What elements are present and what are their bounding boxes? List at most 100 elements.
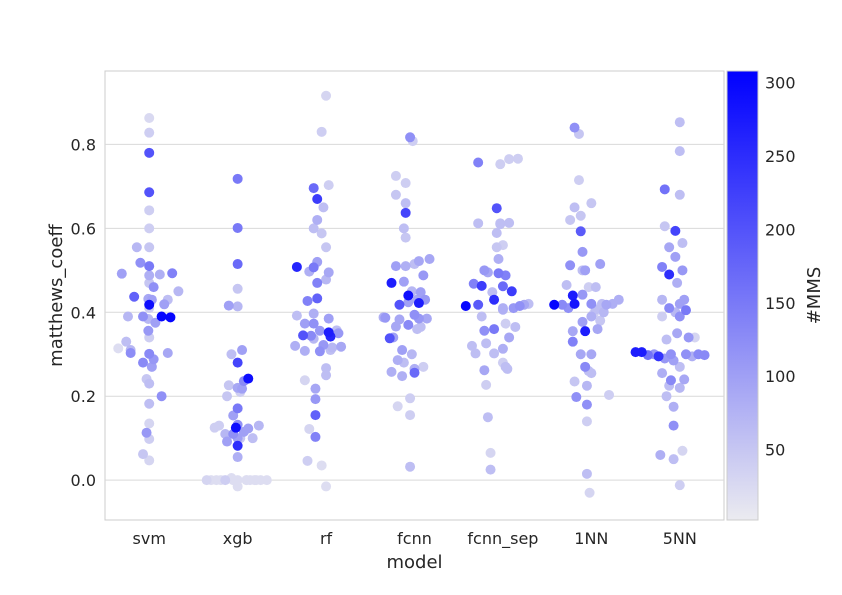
data-point bbox=[150, 317, 161, 328]
data-point bbox=[323, 267, 334, 278]
data-point bbox=[664, 303, 675, 314]
data-point bbox=[226, 349, 237, 360]
data-point bbox=[598, 307, 609, 318]
data-point bbox=[223, 300, 234, 311]
data-point bbox=[565, 260, 576, 271]
data-point bbox=[165, 312, 176, 323]
data-point bbox=[304, 423, 315, 434]
data-point bbox=[512, 153, 523, 164]
data-point bbox=[261, 475, 272, 486]
data-point bbox=[251, 475, 262, 486]
colorbar-tick-label: 100 bbox=[765, 367, 796, 386]
data-point bbox=[668, 420, 679, 431]
data-point bbox=[418, 361, 429, 372]
data-points bbox=[113, 90, 710, 498]
data-point bbox=[144, 127, 155, 138]
data-point bbox=[489, 324, 500, 335]
data-point bbox=[479, 365, 490, 376]
data-point bbox=[232, 173, 243, 184]
data-point bbox=[138, 357, 149, 368]
y-tick-label: 0.2 bbox=[71, 387, 96, 406]
x-axis-label: model bbox=[386, 552, 442, 573]
data-point bbox=[228, 475, 239, 486]
data-point bbox=[473, 218, 484, 229]
data-point bbox=[577, 289, 588, 300]
data-point bbox=[232, 283, 243, 294]
data-point bbox=[144, 348, 155, 359]
data-point bbox=[390, 170, 401, 181]
data-point bbox=[316, 460, 327, 471]
data-point bbox=[144, 398, 155, 409]
data-point bbox=[405, 410, 416, 421]
data-point bbox=[405, 461, 416, 472]
x-tick-label: xgb bbox=[223, 529, 253, 548]
data-point bbox=[403, 319, 414, 330]
data-point bbox=[583, 282, 594, 293]
data-point bbox=[397, 371, 408, 382]
data-point bbox=[247, 433, 258, 444]
data-point bbox=[577, 316, 588, 327]
y-axis-label: matthews_coeff bbox=[46, 224, 67, 367]
data-point bbox=[586, 349, 597, 360]
x-tick-label: 5NN bbox=[663, 529, 697, 548]
data-point bbox=[657, 294, 668, 305]
data-point bbox=[222, 391, 233, 402]
data-point bbox=[672, 328, 683, 339]
data-point bbox=[412, 324, 423, 335]
data-point bbox=[125, 347, 136, 358]
data-point bbox=[144, 378, 155, 389]
data-point bbox=[144, 261, 155, 272]
data-point bbox=[144, 455, 155, 466]
data-point bbox=[604, 389, 615, 400]
data-point bbox=[116, 268, 127, 279]
data-point bbox=[665, 375, 676, 386]
data-point bbox=[613, 294, 624, 305]
data-point bbox=[581, 468, 592, 479]
data-point bbox=[506, 286, 517, 297]
data-point bbox=[403, 290, 414, 301]
data-point bbox=[400, 207, 411, 218]
data-point bbox=[668, 401, 679, 412]
x-tick-labels: svm xgb rf fcnn fcnn_sep 1NN 5NN bbox=[133, 529, 697, 549]
data-point bbox=[156, 311, 167, 322]
data-point bbox=[400, 232, 411, 243]
data-point bbox=[223, 380, 234, 391]
data-point bbox=[569, 122, 580, 133]
data-point bbox=[500, 318, 511, 329]
data-point bbox=[415, 287, 426, 298]
data-point bbox=[144, 418, 155, 429]
data-point bbox=[584, 487, 595, 498]
data-point bbox=[413, 298, 424, 309]
data-point bbox=[318, 202, 329, 213]
data-point bbox=[674, 146, 685, 157]
colorbar-tick-label: 150 bbox=[765, 294, 796, 313]
y-tick-label: 0.4 bbox=[71, 303, 96, 322]
data-point bbox=[674, 382, 685, 393]
data-point bbox=[321, 363, 332, 374]
data-point bbox=[569, 376, 580, 387]
data-point bbox=[201, 475, 212, 486]
data-point bbox=[674, 361, 685, 372]
data-point bbox=[569, 202, 580, 213]
data-point bbox=[655, 449, 666, 460]
data-point bbox=[424, 253, 435, 264]
data-point bbox=[400, 261, 411, 272]
data-point bbox=[113, 343, 124, 354]
data-point bbox=[135, 257, 146, 268]
data-point bbox=[406, 349, 417, 360]
data-point bbox=[400, 198, 411, 209]
data-point bbox=[173, 286, 184, 297]
x-tick-label: fcnn bbox=[397, 529, 432, 548]
data-point bbox=[672, 277, 683, 288]
data-point bbox=[657, 261, 668, 272]
data-point bbox=[312, 293, 323, 304]
data-point bbox=[653, 351, 664, 362]
data-point bbox=[460, 300, 471, 311]
data-point bbox=[214, 420, 225, 431]
data-point bbox=[290, 340, 301, 351]
data-point bbox=[405, 393, 416, 404]
data-point bbox=[312, 193, 323, 204]
data-point bbox=[487, 287, 498, 298]
data-point bbox=[565, 214, 576, 225]
data-point bbox=[291, 310, 302, 321]
